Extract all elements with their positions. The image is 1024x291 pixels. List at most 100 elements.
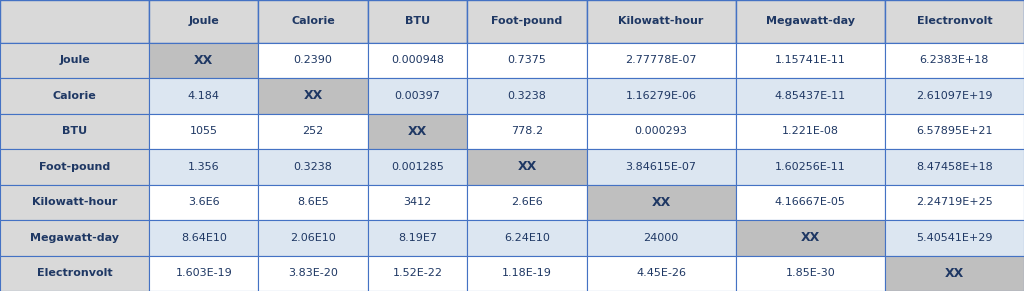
Bar: [467, 0, 587, 42]
Text: 24000: 24000: [643, 233, 679, 243]
Bar: [368, 78, 467, 113]
Text: 4.16667E-05: 4.16667E-05: [775, 197, 846, 207]
Bar: [735, 113, 885, 149]
Bar: [150, 184, 258, 220]
Text: 5.40541E+29: 5.40541E+29: [916, 233, 992, 243]
Bar: [0, 149, 150, 184]
Bar: [885, 113, 1024, 149]
Bar: [587, 0, 735, 42]
Text: 2.61097E+19: 2.61097E+19: [916, 91, 992, 101]
Text: 0.7375: 0.7375: [508, 55, 547, 65]
Bar: [258, 113, 368, 149]
Text: 1.16279E-06: 1.16279E-06: [626, 91, 696, 101]
Bar: [368, 255, 467, 291]
Text: Megawatt-day: Megawatt-day: [766, 16, 855, 26]
Bar: [735, 255, 885, 291]
Text: 1.52E-22: 1.52E-22: [392, 268, 442, 278]
Text: 3.6E6: 3.6E6: [188, 197, 219, 207]
Text: 8.6E5: 8.6E5: [297, 197, 329, 207]
Bar: [735, 42, 885, 78]
Text: 0.00397: 0.00397: [394, 91, 440, 101]
Bar: [467, 42, 587, 78]
Bar: [258, 184, 368, 220]
Bar: [467, 78, 587, 113]
Text: Kilowatt-hour: Kilowatt-hour: [618, 16, 703, 26]
Bar: [587, 42, 735, 78]
Bar: [0, 255, 150, 291]
Bar: [150, 220, 258, 255]
Text: 1.15741E-11: 1.15741E-11: [775, 55, 846, 65]
Text: 1.221E-08: 1.221E-08: [781, 126, 839, 136]
Text: BTU: BTU: [62, 126, 87, 136]
Bar: [368, 184, 467, 220]
Bar: [258, 149, 368, 184]
Bar: [368, 220, 467, 255]
Text: XX: XX: [303, 89, 323, 102]
Bar: [587, 184, 735, 220]
Bar: [150, 42, 258, 78]
Text: Calorie: Calorie: [291, 16, 335, 26]
Text: 3412: 3412: [403, 197, 432, 207]
Bar: [587, 149, 735, 184]
Bar: [467, 255, 587, 291]
Text: 3.83E-20: 3.83E-20: [288, 268, 338, 278]
Text: 0.000293: 0.000293: [635, 126, 687, 136]
Text: 4.45E-26: 4.45E-26: [636, 268, 686, 278]
Bar: [258, 78, 368, 113]
Bar: [368, 42, 467, 78]
Text: 1.60256E-11: 1.60256E-11: [775, 162, 846, 172]
Bar: [0, 0, 150, 42]
Bar: [885, 255, 1024, 291]
Bar: [368, 0, 467, 42]
Text: Foot-pound: Foot-pound: [492, 16, 562, 26]
Bar: [150, 78, 258, 113]
Bar: [0, 78, 150, 113]
Text: 0.3238: 0.3238: [294, 162, 333, 172]
Bar: [150, 149, 258, 184]
Bar: [587, 255, 735, 291]
Bar: [467, 220, 587, 255]
Text: 1.18E-19: 1.18E-19: [502, 268, 552, 278]
Text: 4.184: 4.184: [187, 91, 220, 101]
Text: Megawatt-day: Megawatt-day: [30, 233, 119, 243]
Text: 2.24719E+25: 2.24719E+25: [916, 197, 993, 207]
Text: Calorie: Calorie: [52, 91, 96, 101]
Text: 6.57895E+21: 6.57895E+21: [916, 126, 992, 136]
Text: XX: XX: [517, 160, 537, 173]
Text: 8.19E7: 8.19E7: [398, 233, 437, 243]
Text: BTU: BTU: [404, 16, 430, 26]
Text: 2.06E10: 2.06E10: [290, 233, 336, 243]
Bar: [150, 0, 258, 42]
Text: 0.000948: 0.000948: [391, 55, 444, 65]
Bar: [467, 184, 587, 220]
Bar: [587, 220, 735, 255]
Bar: [885, 42, 1024, 78]
Text: Electronvolt: Electronvolt: [37, 268, 113, 278]
Text: 0.001285: 0.001285: [391, 162, 444, 172]
Text: 1.85E-30: 1.85E-30: [785, 268, 836, 278]
Text: 8.47458E+18: 8.47458E+18: [916, 162, 993, 172]
Text: 6.24E10: 6.24E10: [504, 233, 550, 243]
Text: XX: XX: [651, 196, 671, 209]
Bar: [0, 184, 150, 220]
Text: Foot-pound: Foot-pound: [39, 162, 111, 172]
Bar: [467, 149, 587, 184]
Bar: [735, 220, 885, 255]
Text: 778.2: 778.2: [511, 126, 543, 136]
Bar: [885, 149, 1024, 184]
Bar: [150, 113, 258, 149]
Bar: [735, 184, 885, 220]
Bar: [885, 220, 1024, 255]
Bar: [467, 113, 587, 149]
Text: 2.6E6: 2.6E6: [511, 197, 543, 207]
Text: 252: 252: [302, 126, 324, 136]
Bar: [258, 0, 368, 42]
Bar: [885, 78, 1024, 113]
Text: 8.64E10: 8.64E10: [181, 233, 226, 243]
Text: 6.2383E+18: 6.2383E+18: [920, 55, 989, 65]
Bar: [587, 113, 735, 149]
Bar: [0, 42, 150, 78]
Text: 1.356: 1.356: [188, 162, 219, 172]
Text: XX: XX: [801, 231, 820, 244]
Text: 1055: 1055: [189, 126, 218, 136]
